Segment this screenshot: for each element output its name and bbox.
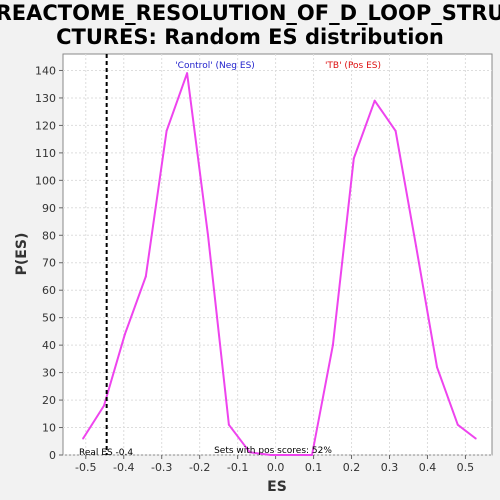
data-point — [311, 454, 313, 456]
y-tick-label: 20 — [42, 394, 56, 407]
chart-title-line-2: CTURES: Random ES distribution — [56, 25, 444, 49]
data-point — [207, 234, 209, 237]
y-tick-label: 70 — [42, 257, 56, 270]
y-axis-label: P(ES) — [14, 233, 30, 276]
y-tick-label: 110 — [35, 147, 56, 160]
y-tick-label: 140 — [35, 64, 56, 77]
y-tick-label: 80 — [42, 229, 56, 242]
data-point — [144, 275, 147, 278]
data-point — [269, 454, 272, 456]
chart-title-line-1: REACTOME_RESOLUTION_OF_D_LOOP_STRU — [0, 1, 500, 25]
data-point — [123, 333, 126, 336]
y-tick-label: 10 — [42, 422, 56, 435]
y-tick-label: 130 — [35, 92, 56, 105]
x-tick-label: 0.1 — [305, 461, 323, 474]
data-point — [352, 157, 355, 160]
data-point — [394, 129, 397, 132]
x-tick-label: -0.3 — [151, 461, 172, 474]
data-point — [227, 423, 230, 426]
y-tick-label: 30 — [42, 367, 56, 380]
y-tick-label: 100 — [35, 174, 56, 187]
real-es-label: Real ES -0.4 — [79, 448, 133, 458]
x-tick-label: 0.5 — [457, 461, 475, 474]
data-point — [186, 72, 189, 75]
x-tick-label: 0.4 — [419, 461, 437, 474]
data-point — [456, 423, 459, 426]
x-tick-label: -0.1 — [227, 461, 248, 474]
data-point — [290, 454, 293, 456]
x-tick-label: 0.3 — [381, 461, 399, 474]
x-tick-label: -0.2 — [189, 461, 210, 474]
y-tick-label: 40 — [42, 339, 56, 352]
data-point — [436, 366, 438, 369]
pos-scores-label: Sets with pos scores: 52% — [214, 446, 332, 456]
y-tick-label: 60 — [42, 284, 56, 297]
data-point — [474, 437, 477, 440]
x-tick-label: -0.4 — [113, 461, 134, 474]
data-point — [331, 344, 334, 347]
data-point — [373, 99, 376, 102]
data-point — [103, 404, 105, 407]
data-point — [415, 245, 418, 248]
data-point — [248, 451, 251, 454]
y-tick-label: 0 — [49, 449, 56, 462]
y-tick-label: 50 — [42, 312, 56, 325]
x-tick-label: 0.2 — [343, 461, 361, 474]
x-tick-label: 0.0 — [267, 461, 285, 474]
x-axis-label: ES — [267, 479, 287, 495]
data-point — [82, 437, 85, 440]
plot-area — [62, 53, 493, 456]
x-tick-label: -0.5 — [75, 461, 96, 474]
neg-es-label: 'Control' (Neg ES) — [175, 61, 255, 71]
y-tick-label: 120 — [35, 119, 56, 132]
pos-es-label: 'TB' (Pos ES) — [325, 61, 381, 71]
y-tick-label: 90 — [42, 202, 56, 215]
es-distribution-line — [82, 72, 477, 456]
data-point — [165, 129, 168, 132]
